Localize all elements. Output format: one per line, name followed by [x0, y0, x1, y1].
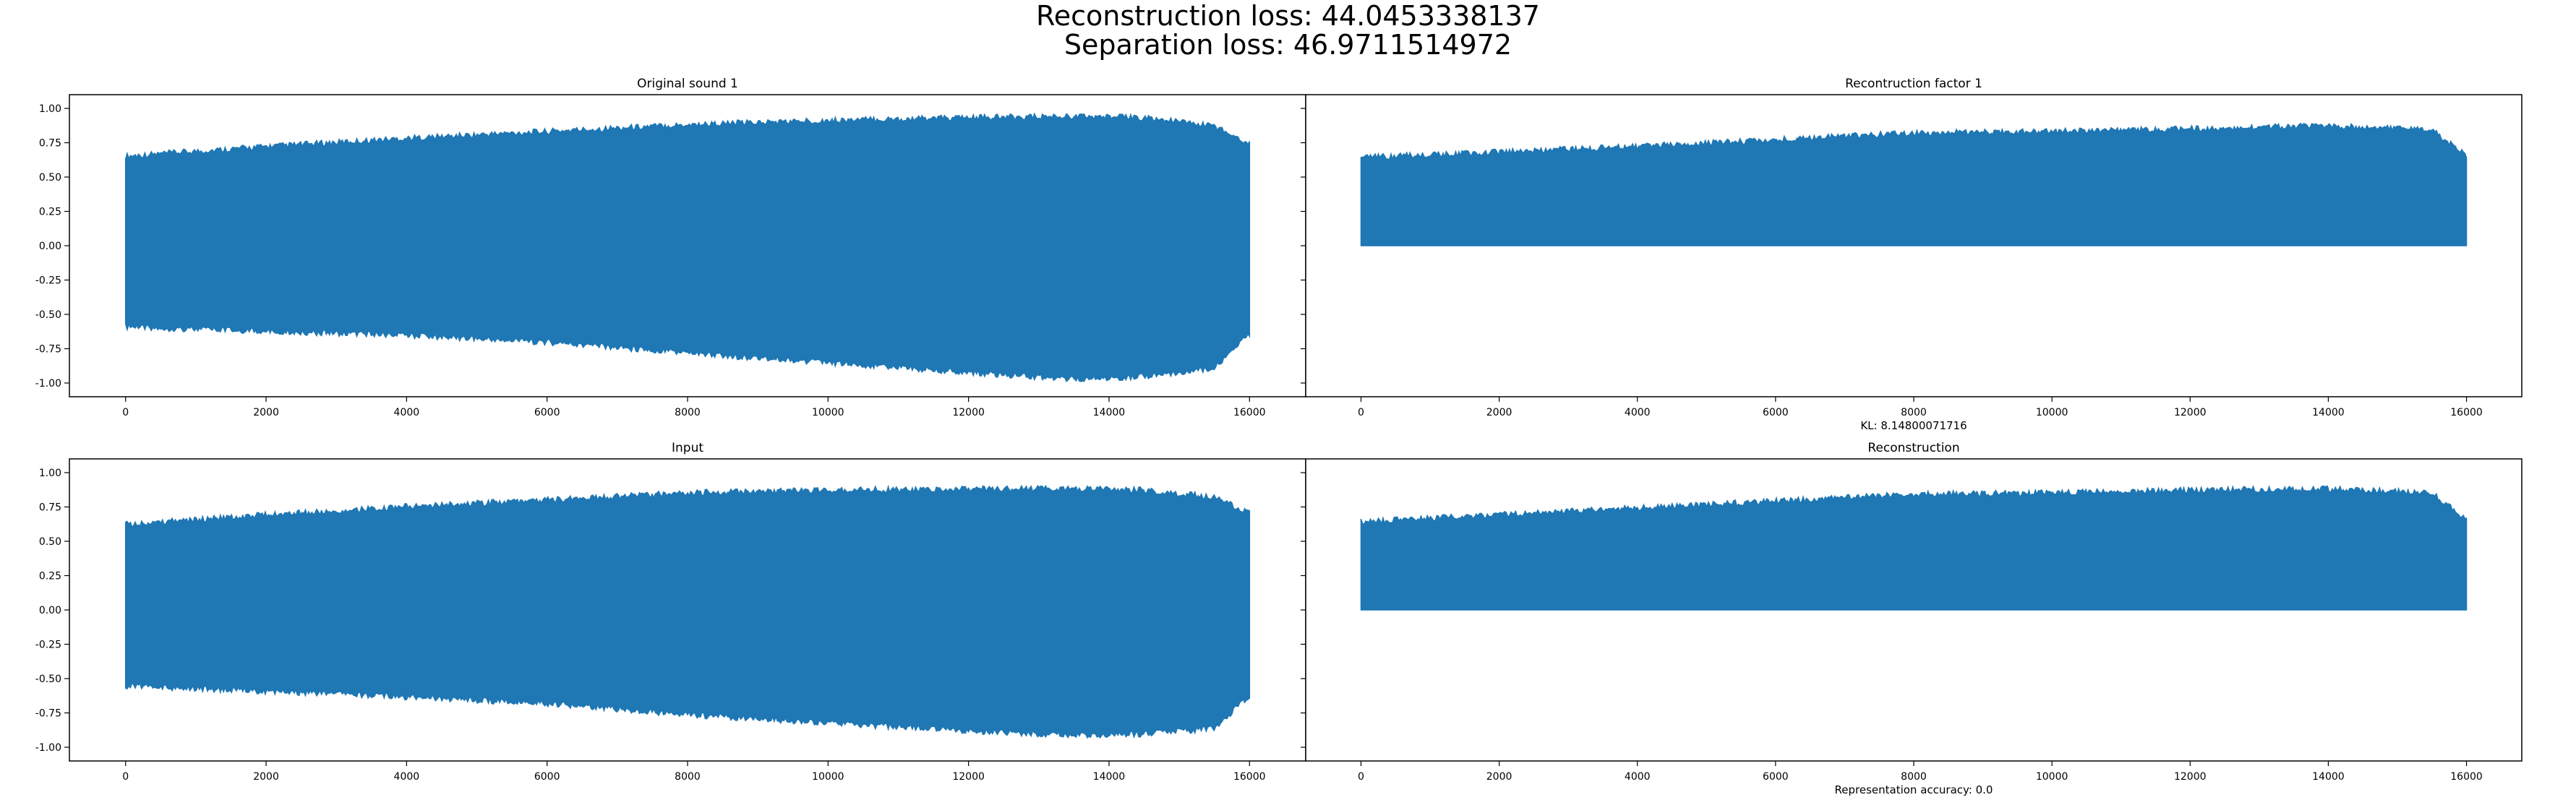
- y-tick-label: 1.00: [39, 468, 61, 479]
- subplot-title: Original sound 1: [637, 77, 738, 91]
- x-tick-label: 8000: [1901, 771, 1927, 783]
- y-tick-label: -0.75: [35, 708, 61, 720]
- x-tick-label: 10000: [2036, 407, 2068, 418]
- x-tick-label: 6000: [1763, 771, 1789, 783]
- y-tick-label: -0.75: [35, 344, 61, 356]
- y-tick-label: 0.75: [39, 502, 61, 514]
- y-tick-label: -1.00: [35, 742, 61, 754]
- y-tick-label: -0.25: [35, 640, 61, 651]
- x-tick-label: 14000: [1093, 771, 1126, 783]
- x-tick-label: 16000: [2450, 407, 2483, 418]
- waveform-series-3: [124, 484, 1251, 739]
- x-tick-label: 6000: [534, 407, 560, 418]
- x-tick-label: 8000: [675, 771, 701, 783]
- x-tick-label: 0: [1358, 407, 1364, 418]
- x-tick-label: 12000: [952, 407, 985, 418]
- suptitle-line-2: Separation loss: 46.9711514972: [1064, 29, 1512, 61]
- x-tick-label: 2000: [253, 407, 279, 418]
- waveform-series-2: [1360, 122, 2468, 246]
- y-tick-label: 0.25: [39, 207, 61, 218]
- subplot-title: Recontruction factor 1: [1845, 77, 1982, 91]
- x-tick-label: 12000: [952, 771, 985, 783]
- waveform-series-4: [1360, 485, 2468, 611]
- y-tick-label: 0.00: [39, 241, 61, 252]
- waveform-series-1: [124, 112, 1251, 382]
- y-tick-label: -1.00: [35, 378, 61, 390]
- x-tick-label: 0: [122, 771, 129, 783]
- x-axis-label: Representation accuracy: 0.0: [1835, 783, 1993, 796]
- x-tick-label: 0: [1358, 771, 1364, 783]
- x-tick-label: 8000: [1901, 407, 1927, 418]
- x-tick-label: 2000: [1486, 407, 1512, 418]
- y-tick-label: -0.50: [35, 674, 61, 685]
- subplot-title: Reconstruction: [1867, 441, 1959, 455]
- x-tick-label: 10000: [2036, 771, 2068, 783]
- y-tick-label: 0.75: [39, 138, 61, 150]
- y-tick-label: 0.00: [39, 605, 61, 616]
- suptitle-line-1: Reconstruction loss: 44.0453338137: [1036, 0, 1540, 32]
- y-tick-label: 1.00: [39, 103, 61, 115]
- x-tick-label: 2000: [253, 771, 279, 783]
- x-tick-label: 10000: [812, 407, 844, 418]
- x-tick-label: 4000: [1625, 407, 1651, 418]
- x-tick-label: 8000: [675, 407, 701, 418]
- x-axis-label: KL: 8.14800071716: [1860, 419, 1967, 432]
- y-tick-label: -0.25: [35, 275, 61, 287]
- x-tick-label: 14000: [2312, 407, 2345, 418]
- x-tick-label: 4000: [394, 771, 420, 783]
- y-tick-label: -0.50: [35, 309, 61, 321]
- x-tick-label: 16000: [2450, 771, 2483, 783]
- x-tick-label: 12000: [2174, 771, 2207, 783]
- x-tick-label: 10000: [812, 771, 844, 783]
- x-tick-label: 12000: [2174, 407, 2207, 418]
- x-tick-label: 16000: [1233, 407, 1266, 418]
- subplot-title: Input: [672, 441, 703, 455]
- x-tick-label: 2000: [1486, 771, 1512, 783]
- x-tick-label: 6000: [534, 771, 560, 783]
- x-tick-label: 4000: [1625, 771, 1651, 783]
- x-tick-label: 16000: [1233, 771, 1266, 783]
- x-tick-label: 0: [122, 407, 129, 418]
- y-tick-label: 0.50: [39, 172, 61, 184]
- x-tick-label: 4000: [394, 407, 420, 418]
- x-tick-label: 14000: [2312, 771, 2345, 783]
- x-tick-label: 6000: [1763, 407, 1789, 418]
- y-tick-label: 0.50: [39, 536, 61, 548]
- x-tick-label: 14000: [1093, 407, 1126, 418]
- y-tick-label: 0.25: [39, 571, 61, 582]
